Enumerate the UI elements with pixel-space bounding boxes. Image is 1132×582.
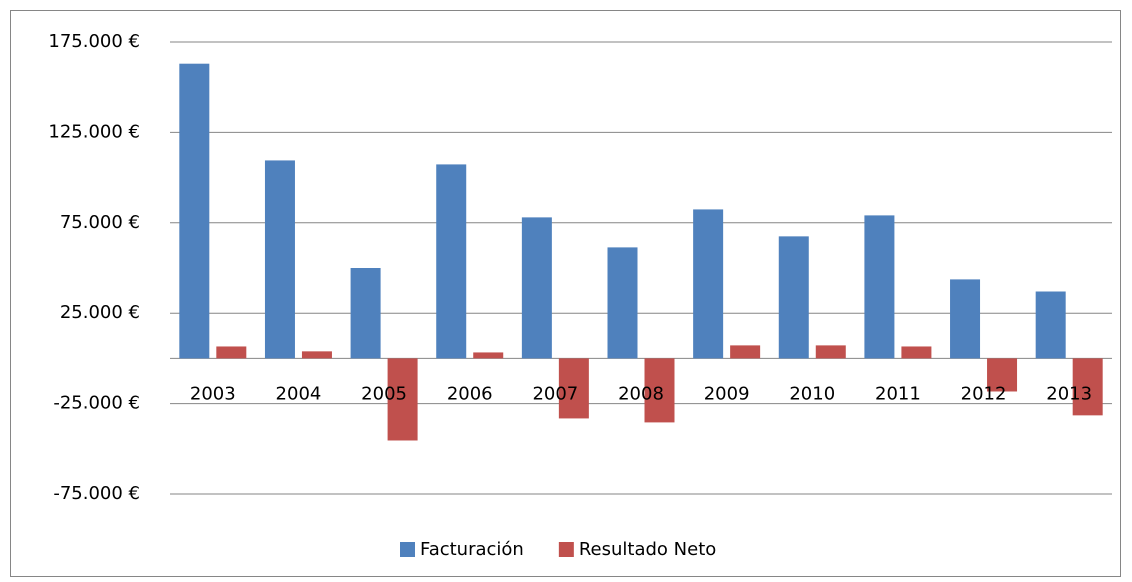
y-tick-label: 125.000 € <box>48 121 140 142</box>
bar <box>607 247 638 359</box>
bar <box>436 164 467 359</box>
bar <box>864 215 895 359</box>
bar <box>350 268 381 359</box>
bar <box>1035 291 1066 359</box>
bar <box>179 63 210 359</box>
bar <box>216 346 247 359</box>
x-tick-label: 2013 <box>1046 383 1092 404</box>
x-tick-label: 2008 <box>618 383 664 404</box>
bar <box>521 217 552 359</box>
bar <box>473 352 504 359</box>
bar <box>778 236 809 359</box>
bar <box>264 160 295 359</box>
bar <box>815 345 846 359</box>
bar <box>387 358 418 441</box>
x-tick-label: 2011 <box>875 383 921 404</box>
bar <box>901 346 932 359</box>
y-tick-label: -75.000 € <box>53 483 140 504</box>
bar <box>987 358 1018 392</box>
x-tick-label: 2006 <box>447 383 493 404</box>
y-tick-label: -25.000 € <box>53 393 140 414</box>
bar <box>558 358 589 419</box>
x-tick-label: 2005 <box>361 383 407 404</box>
bar <box>730 345 761 359</box>
y-tick-label: 175.000 € <box>48 31 140 52</box>
x-tick-label: 2009 <box>704 383 750 404</box>
x-tick-label: 2007 <box>532 383 578 404</box>
bar <box>301 351 332 359</box>
bar <box>950 279 981 359</box>
legend-swatch <box>558 542 574 557</box>
y-tick-label: 25.000 € <box>60 302 140 323</box>
legend-label: Facturación <box>420 539 524 560</box>
x-tick-label: 2010 <box>789 383 835 404</box>
legend-swatch <box>400 542 415 557</box>
x-tick-label: 2004 <box>276 383 322 404</box>
bar <box>644 358 675 423</box>
y-tick-label: 75.000 € <box>60 212 140 233</box>
bar <box>1072 358 1103 416</box>
x-tick-label: 2012 <box>961 383 1007 404</box>
bar <box>693 209 724 359</box>
legend-label: Resultado Neto <box>579 539 716 560</box>
x-tick-label: 2003 <box>190 383 236 404</box>
